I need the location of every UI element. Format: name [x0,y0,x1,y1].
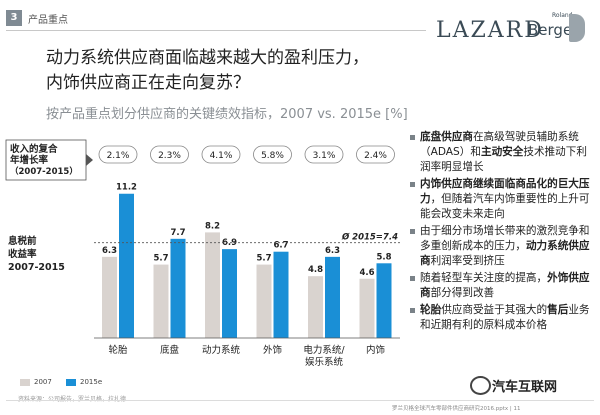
bullet-item: 底盘供应商在高级驾驶员辅助系统（ADAS）和主动安全技术推动下利润率明显增长 [408,130,594,175]
category-label: 轮胎 [108,344,128,356]
bar-2007 [153,264,169,338]
section-title: 产品重点 [28,15,68,26]
data-label-2015e: 6.3 [325,246,340,256]
data-label-2015e: 5.8 [376,252,391,262]
bullet-item: 内饰供应商继续面临商品化的巨大压力，但随着汽车内饰重要性的上升可能会改变未来走向 [408,177,594,222]
bullet-text-bold: 底盘供应商 [420,131,473,143]
cagr-pill [150,145,189,164]
category-label: 外饰 [263,344,282,356]
section-number-badge: 3 [6,10,22,26]
cagr-label-box [5,139,87,181]
roland-berger-logo-mark [569,14,585,42]
legend-label-2007: 2007 [34,378,52,386]
bullet-item: 轮胎供应商受益于其强大的售后业务和近期有利的原料成本价格 [408,303,594,333]
lazard-logo: LAZARD [436,18,544,43]
cagr-pill [304,145,344,164]
bullet-item: 由于细分市场增长带来的激烈竞争和多重创新成本的压力，动力系统供应商利润率受到挤压 [408,224,594,269]
average-label: Ø 2015=7.4 [341,232,398,243]
bullet-text-bold: 动力系统供应商 [420,240,590,267]
category-label: 内饰 [366,344,385,356]
data-label-2007: 8.2 [205,221,220,231]
bullet-text-bold: 内饰供应商继续面临商品化的巨大压力 [420,178,590,205]
data-label-2015e: 7.7 [170,228,185,238]
bar-2015e [376,263,392,338]
legend-swatch-2007 [20,379,30,386]
ebit-label-line: 息税前 [8,235,37,247]
cagr-value: 2.3% [158,151,181,161]
bar-2007 [308,276,323,338]
legend-label-2015: 2015e [80,378,103,386]
section-divider [6,30,426,31]
bullet-text-bold: 外饰供应商 [420,272,590,299]
bar-2015e [273,251,289,338]
source-note: 资料来源：公司报告，罗兰贝格，拉扎德 [18,394,126,403]
bullet-text: 利润率受到挤压 [430,255,505,267]
category-label: 动力系统 [202,344,241,356]
data-label-2015e: 6.7 [273,241,288,251]
bar-2015e [222,249,237,338]
bullet-text: 随着轻型车关注度的提高， [420,272,548,284]
footer-divider [6,400,594,401]
bullet-list: 底盘供应商在高级驾驶员辅助系统（ADAS）和主动安全技术推动下利润率明显增长 内饰… [408,130,594,335]
bar-2015e [119,193,134,338]
bar-2007 [359,278,375,338]
data-label-2007: 4.8 [308,265,323,275]
bar-2007 [102,256,117,338]
cagr-value: 5.8% [261,151,284,161]
headline-line-2: 内饰供应商正在走向复苏？ [46,73,250,93]
footer-text: 罗兰贝格全球汽车零部件供应商研究2016.pptx | 11 [392,406,521,412]
data-label-2015e: 11.2 [116,183,137,193]
cagr-value: 2.1% [107,151,130,161]
cagr-value: 3.1% [313,151,336,161]
ebit-label-line: 收益率 [8,248,37,260]
bar-2007 [205,232,220,338]
cagr-label-line: （2007-2015） [10,166,78,177]
bullet-text: 在高级驾驶员辅助系统（ADAS）和 [420,131,579,158]
bullet-text: 由于细分市场增长带来的激烈竞争和多重创新成本的压力， [420,225,590,252]
bullet-text: ，但随着汽车内饰重要性的上升可能会改变未来走向 [420,193,590,220]
data-label-2007: 6.3 [102,246,117,256]
chart-subtitle: 按产品重点划分供应商的关键绩效指标，2007 vs. 2015e [%] [46,107,408,122]
roland-logo-text: Roland [552,12,573,19]
berger-logo-text: Berger [528,21,579,39]
cagr-label-arrow [86,154,93,166]
cagr-value: 2.4% [364,151,387,161]
data-label-2007: 5.7 [256,254,271,264]
bullet-text-bold: 售后 [547,304,569,316]
cagr-pill [201,145,241,164]
cagr-label-line: 收入的复合 [10,143,58,155]
bullet-text: 技术推动下利润率明显增长 [420,146,587,173]
watermark-text: 汽车互联网 [492,380,558,395]
cagr-value: 4.1% [210,151,233,161]
legend-swatch-2015 [66,379,76,386]
bar-2015e [170,238,186,338]
bullet-text-bold: 主动安全 [480,146,524,158]
bullet-text: 部分得到改善 [430,287,495,299]
category-label: 底盘 [160,344,180,356]
cagr-pill [356,145,395,164]
ebit-label-line: 2007-2015 [8,262,65,273]
bar-2007 [256,264,272,338]
cagr-pill [98,145,138,164]
bullet-text-bold: 轮胎 [420,304,442,316]
headline: 动力系统供应商面临越来越大的盈利压力， 内饰供应商正在走向复苏？ [46,46,369,96]
data-label-2007: 4.6 [359,268,374,278]
bar-2015e [325,256,340,338]
bullet-item: 随着轻型车关注度的提高，外饰供应商部分得到改善 [408,271,594,301]
headline-line-1: 动力系统供应商面临越来越大的盈利压力， [46,48,369,68]
wechat-icon [470,376,491,395]
bullet-text: 业务和近期有利的原料成本价格 [420,304,590,331]
category-label: 娱乐系统 [305,356,344,368]
category-label: 电力系统/ [303,344,345,356]
cagr-pill [253,145,292,164]
bullet-text: 供应商受益于其强大的 [441,304,548,316]
data-label-2015e: 6.9 [222,238,237,248]
data-label-2007: 5.7 [153,254,168,264]
cagr-label-line: 年增长率 [10,154,49,166]
